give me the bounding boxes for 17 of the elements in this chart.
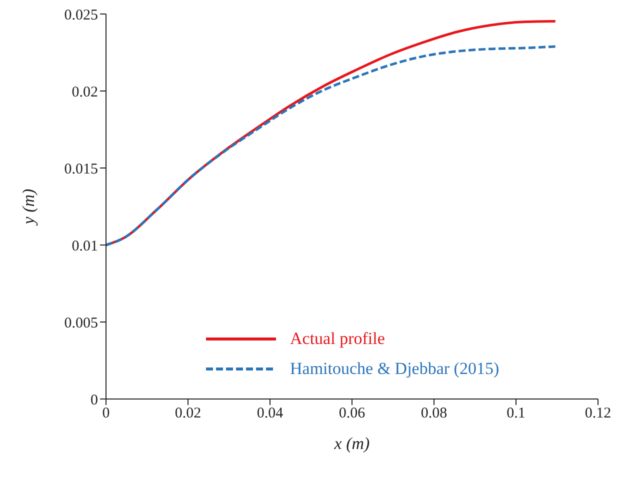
legend-label: Hamitouche & Djebbar (2015) — [290, 358, 500, 380]
x-axis-title: x (m) — [333, 434, 370, 453]
y-tick-label: 0.005 — [64, 315, 98, 332]
x-tick-label: 0 — [102, 406, 110, 422]
y-tick-label: 0.015 — [64, 161, 98, 178]
x-tick-label: 0.08 — [420, 406, 448, 422]
x-tick-label: 0.1 — [506, 406, 526, 422]
y-tick-label: 0 — [90, 392, 98, 408]
y-tick-label: 0.02 — [72, 84, 98, 100]
x-tick-label: 0.04 — [256, 406, 284, 422]
y-tick-label: 0.025 — [64, 7, 98, 24]
x-tick-label: 0.12 — [584, 406, 612, 422]
x-tick-label: 0.02 — [174, 406, 202, 422]
x-tick-label: 0.06 — [338, 406, 366, 422]
legend-label: Actual profile — [290, 328, 385, 350]
y-axis-title: y (m) — [19, 188, 38, 226]
y-tick-label: 0.01 — [72, 238, 98, 254]
